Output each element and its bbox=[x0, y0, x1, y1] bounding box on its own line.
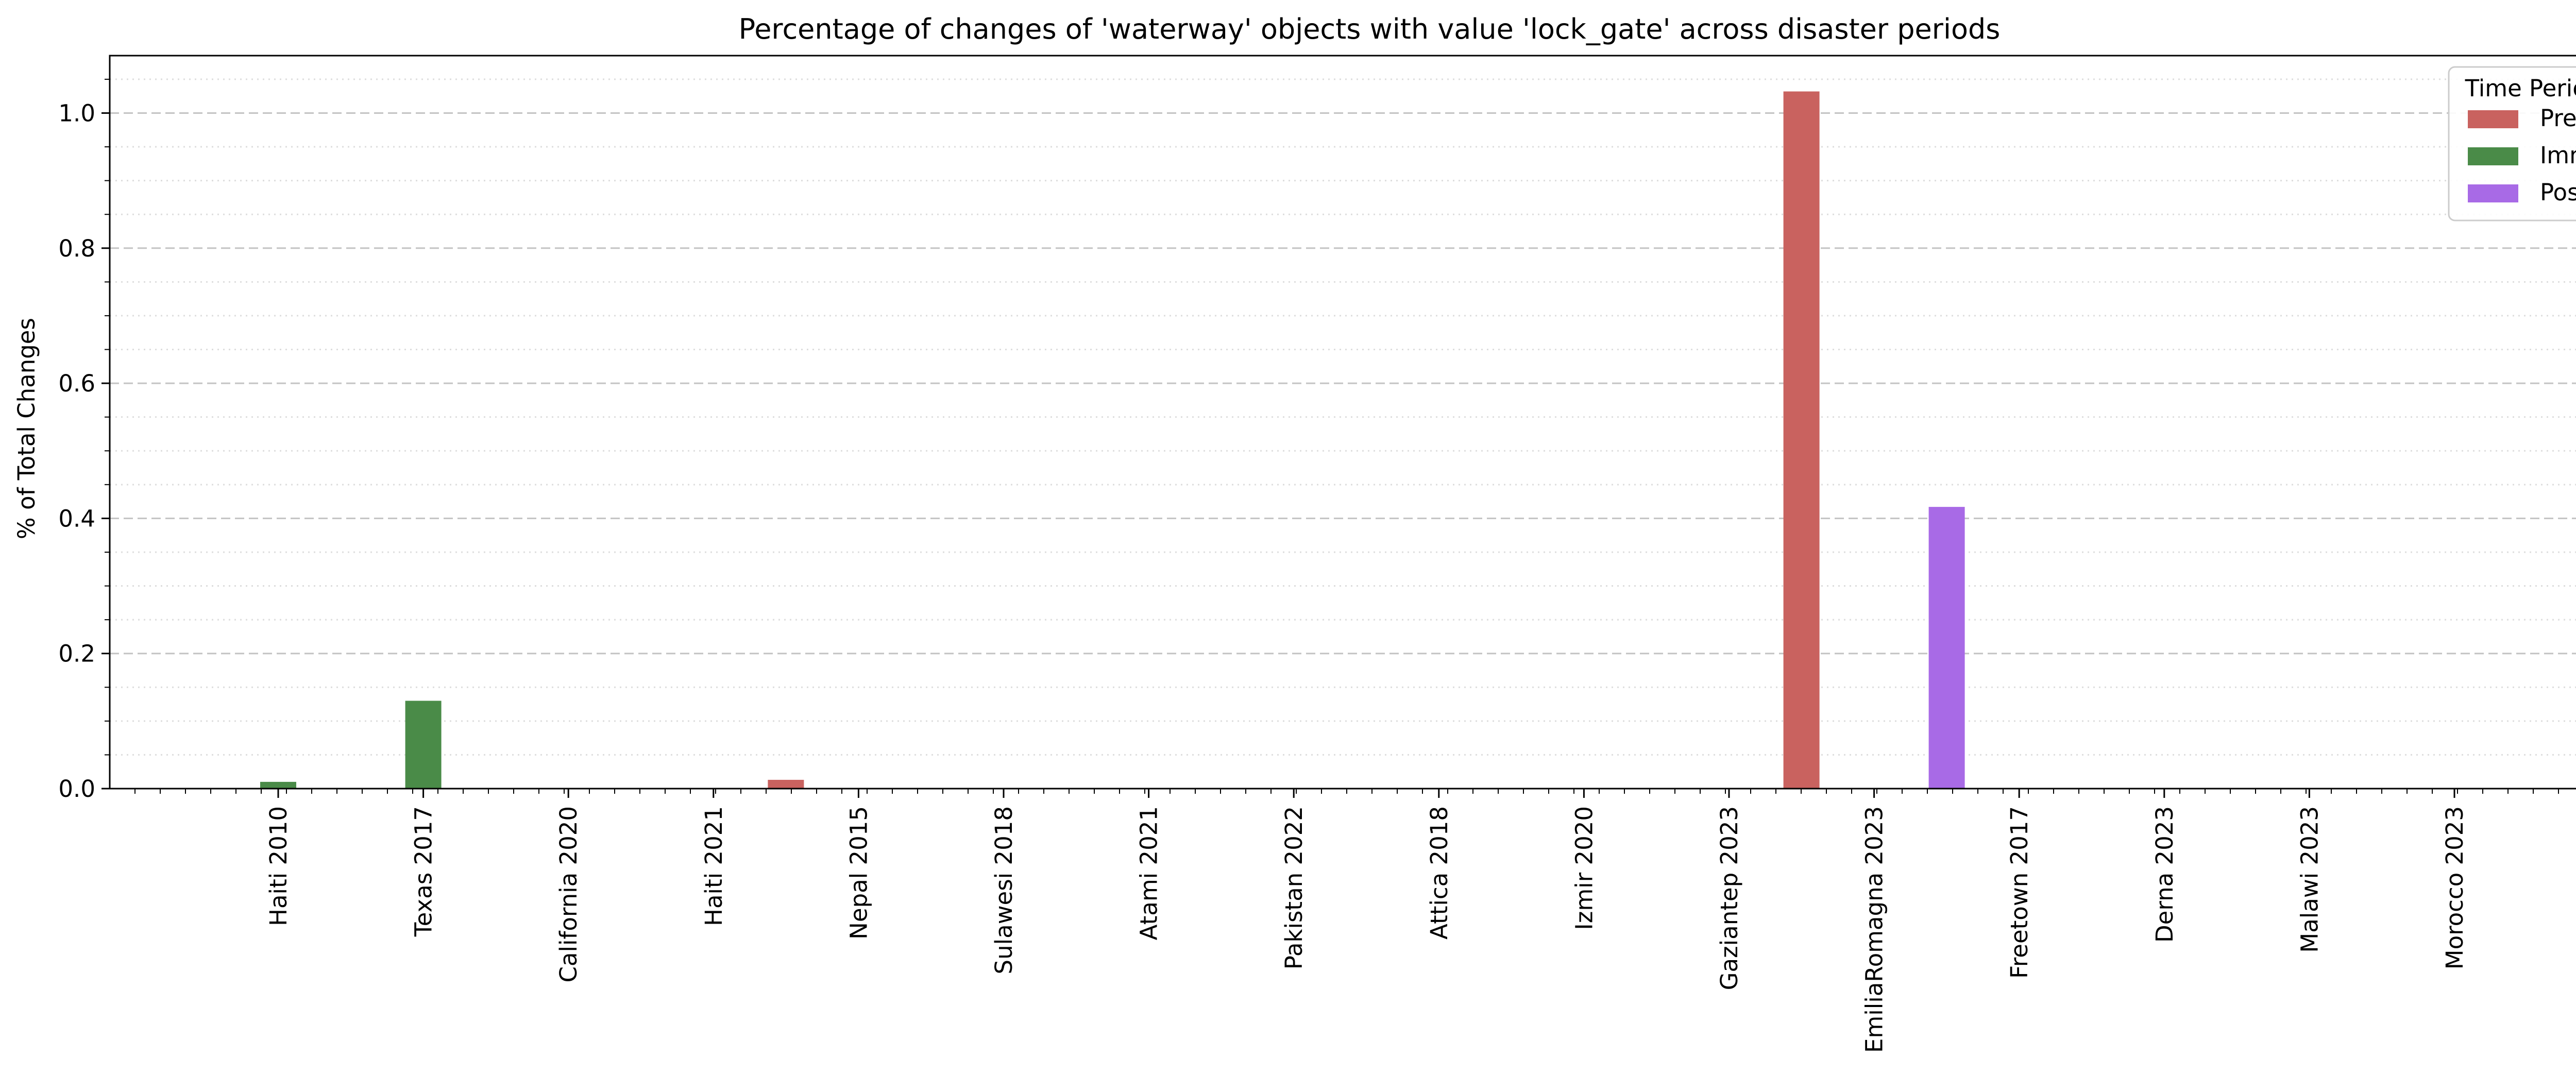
y-axis-label: % of Total Changes bbox=[13, 318, 40, 539]
bars-layer bbox=[260, 91, 1965, 789]
bar-imm bbox=[405, 701, 442, 789]
chart-title: Percentage of changes of 'waterway' obje… bbox=[739, 13, 2001, 45]
x-tick-label: Freetown 2017 bbox=[2006, 806, 2033, 979]
legend-items: Pre Imm Post bbox=[2468, 105, 2576, 206]
y-tick-label: 0.0 bbox=[58, 775, 95, 803]
legend-title: Time Period bbox=[2465, 75, 2576, 102]
axis-layer: 0.0 0.2 0.4 0.6 0.8 1.0 Haiti 2010 Texas 2017 Ca… bbox=[58, 78, 2559, 1053]
x-tick-label: Haiti 2021 bbox=[700, 806, 727, 926]
legend: Time Period Pre Imm Post bbox=[2448, 66, 2576, 221]
bar-pre bbox=[1783, 91, 1820, 789]
y-tick-label: 0.8 bbox=[58, 235, 95, 262]
x-tick-label: Pakistan 2022 bbox=[1280, 806, 1308, 969]
x-tick-label: California 2020 bbox=[555, 806, 582, 983]
y-tick-label: 1.0 bbox=[58, 99, 95, 127]
y-tick-label: 0.2 bbox=[58, 640, 95, 668]
bar-post bbox=[1928, 507, 1965, 789]
grid-layer bbox=[110, 78, 2576, 756]
bar-imm bbox=[260, 781, 296, 789]
legend-label-pre: Pre bbox=[2540, 105, 2576, 132]
legend-swatch-post bbox=[2468, 184, 2518, 202]
x-tick-label: Sulawesi 2018 bbox=[990, 806, 1018, 974]
legend-swatch-pre bbox=[2468, 110, 2518, 128]
x-tick-label: Attica 2018 bbox=[1426, 806, 1453, 940]
plot-frame bbox=[109, 55, 2576, 790]
x-tick-label: Derna 2023 bbox=[2151, 806, 2178, 943]
legend-box bbox=[2448, 66, 2576, 221]
x-tick-label: Texas 2017 bbox=[410, 806, 437, 937]
x-tick-label: Malawi 2023 bbox=[2296, 806, 2323, 953]
y-tick-label: 0.6 bbox=[58, 370, 95, 397]
legend-swatch-imm bbox=[2468, 147, 2518, 165]
x-tick-label: Nepal 2015 bbox=[845, 806, 872, 940]
y-tick-label: 0.4 bbox=[58, 505, 95, 532]
x-tick-label: Gaziantep 2023 bbox=[1716, 806, 1743, 990]
x-tick-label: Izmir 2020 bbox=[1570, 806, 1598, 930]
x-tick-label: Haiti 2010 bbox=[265, 806, 292, 926]
x-tick-label: Morocco 2023 bbox=[2441, 806, 2468, 969]
x-tick-label: EmiliaRomagna 2023 bbox=[1861, 806, 1888, 1053]
bar-pre bbox=[768, 779, 804, 789]
legend-label-imm: Imm bbox=[2540, 142, 2576, 169]
legend-label-post: Post bbox=[2540, 179, 2576, 206]
x-tick-label: Atami 2021 bbox=[1136, 806, 1163, 940]
